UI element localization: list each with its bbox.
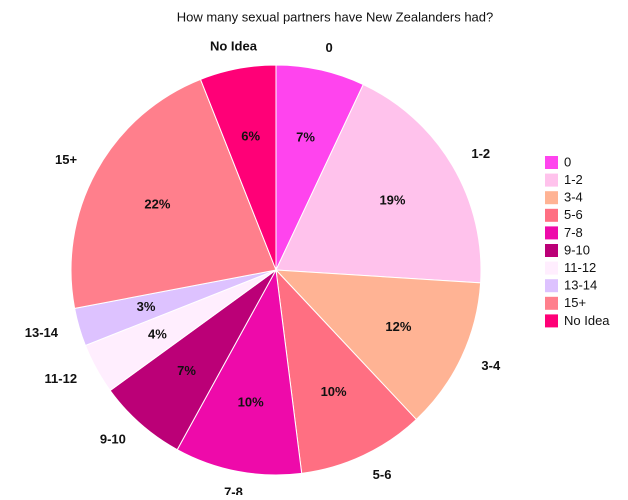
slice-category-label: 3-4 [481, 358, 501, 373]
pie-slice [70, 78, 277, 309]
slice-category-label: No Idea [210, 38, 258, 53]
legend-swatch [545, 156, 558, 169]
slice-category-label: 11-12 [45, 371, 78, 386]
slice-category-label: 0 [326, 40, 333, 55]
slice-value-label: 22% [144, 196, 170, 211]
slice-category-label: 13-14 [25, 325, 59, 340]
pie-slice [199, 64, 277, 271]
legend-swatch [545, 279, 558, 293]
legend-label: 11-12 [564, 260, 596, 275]
legend-label: 13-14 [564, 278, 597, 293]
slice-value-label: 4% [148, 327, 167, 342]
slice-value-label: 10% [238, 394, 264, 409]
pie-slice [275, 83, 482, 284]
legend-swatch [545, 244, 558, 257]
legend-label: 1-2 [564, 172, 583, 187]
chart-title: How many sexual partners have New Zealan… [177, 9, 494, 24]
legend-label: 0 [564, 154, 571, 169]
slice-category-label: 15+ [55, 152, 77, 167]
legend-label: 9-10 [564, 242, 590, 257]
legend-label: 7-8 [564, 225, 583, 240]
legend-label: 5-6 [564, 207, 583, 222]
legend-swatch [545, 296, 558, 310]
legend-label: No Idea [564, 313, 610, 328]
legend-swatch [545, 208, 558, 222]
legend-label: 3-4 [564, 190, 583, 205]
slice-value-label: 6% [241, 129, 260, 144]
slice-value-label: 7% [177, 363, 196, 378]
legend-swatch [545, 261, 558, 275]
legend-label: 15+ [564, 295, 586, 310]
legend-swatch [545, 173, 558, 187]
legend-swatch [545, 314, 558, 328]
slice-value-label: 7% [296, 129, 315, 144]
slice-value-label: 3% [137, 299, 156, 314]
slice-value-label: 10% [321, 384, 347, 399]
slice-category-label: 7-8 [224, 484, 243, 495]
slice-category-label: 5-6 [373, 467, 392, 482]
pie-slice [275, 268, 418, 474]
slice-category-label: 1-2 [471, 146, 490, 161]
legend-swatch [545, 191, 558, 205]
slice-value-label: 12% [385, 319, 411, 334]
slice-category-label: 9-10 [100, 432, 126, 447]
legend-swatch [545, 226, 558, 240]
pie-slice [274, 269, 482, 421]
slice-value-label: 19% [379, 193, 405, 208]
pie-slice [176, 268, 303, 476]
